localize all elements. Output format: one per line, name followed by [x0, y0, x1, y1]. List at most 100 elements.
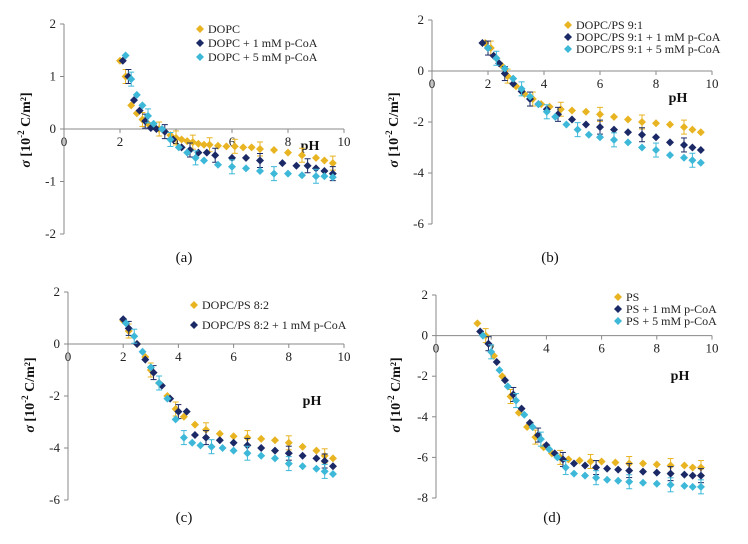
x-tick-label: 8 [286, 349, 293, 364]
data-point [284, 438, 293, 447]
data-point [652, 146, 660, 155]
y-axis-label: σ [10-2 C/m²] [384, 92, 402, 167]
x-tick-label: 4 [543, 341, 550, 356]
x-tick-label: 6 [597, 76, 604, 91]
data-point [138, 347, 147, 356]
data-point [666, 138, 674, 147]
y-axis-label-main: [10 [19, 138, 34, 160]
data-point [312, 172, 320, 181]
data-point [242, 164, 250, 173]
x-tick-label: 0 [65, 349, 72, 364]
data-point [639, 467, 647, 476]
legend-marker [196, 25, 204, 33]
y-axis-label-main: [10 [23, 403, 38, 425]
y-tick-label: 2 [54, 284, 61, 299]
y-axis-label-symbol: σ [23, 425, 38, 433]
data-point [138, 101, 147, 110]
data-point [696, 463, 705, 472]
data-point [542, 107, 551, 116]
data-point [292, 161, 301, 170]
data-point [584, 130, 593, 139]
data-point [257, 444, 266, 452]
data-point [688, 125, 697, 134]
data-point [696, 146, 705, 155]
data-point [271, 446, 279, 455]
legend-marker [614, 317, 622, 325]
panel-label: (c) [176, 510, 193, 526]
data-point [624, 138, 632, 147]
x-tick-label: 4 [175, 349, 182, 364]
data-point [194, 139, 203, 148]
data-point [638, 130, 646, 139]
data-point [652, 460, 661, 469]
legend-entry: DOPC/PS 9:1 [576, 18, 643, 32]
data-point [284, 148, 292, 157]
x-tick-label: 8 [653, 76, 660, 91]
data-point [256, 144, 264, 153]
x-tick-label: 10 [338, 349, 351, 364]
y-axis-label-main: [10 [387, 138, 402, 160]
data-point [478, 331, 487, 340]
data-point [271, 454, 279, 463]
data-point [526, 92, 534, 101]
x-axis-label: pH [671, 369, 690, 384]
data-point [680, 461, 689, 470]
data-point [155, 379, 164, 387]
series-3 [484, 44, 705, 168]
panel-label: (b) [541, 250, 559, 266]
x-tick-label: 0 [429, 76, 436, 91]
legend-entry: PS + 5 mM p-CoA [626, 314, 717, 328]
data-point [328, 454, 337, 463]
y-tick-label: -6 [413, 216, 424, 231]
data-point [688, 471, 697, 480]
data-point [492, 357, 501, 366]
data-point [320, 167, 329, 175]
data-point [243, 441, 252, 450]
y-tick-label: -2 [45, 226, 56, 241]
data-point [652, 468, 661, 477]
data-point [652, 133, 660, 142]
data-point [625, 466, 634, 475]
data-point [568, 115, 576, 124]
y-axis-label-sup: -2 [16, 130, 26, 138]
data-point [121, 51, 130, 60]
data-point [652, 119, 660, 128]
data-point [575, 456, 584, 465]
data-point [146, 363, 155, 372]
data-point [509, 390, 518, 399]
data-point [638, 143, 646, 152]
panel-label: (a) [176, 250, 193, 266]
data-point [284, 459, 293, 468]
legend-marker [614, 305, 622, 313]
data-point [484, 44, 492, 53]
y-axis-label: σ [10-2 C/m²] [16, 92, 34, 167]
data-point [680, 470, 689, 479]
data-point [211, 151, 220, 160]
data-point [188, 138, 197, 147]
data-point [553, 453, 562, 462]
data-point [328, 462, 337, 471]
data-point [603, 475, 612, 484]
y-axis-label-sup: -2 [384, 130, 394, 138]
data-point [174, 407, 183, 416]
data-point [149, 119, 158, 128]
data-point [581, 461, 590, 470]
data-point [182, 407, 191, 416]
data-point [680, 153, 688, 162]
data-point [624, 115, 632, 124]
data-point [127, 75, 136, 84]
data-point [218, 444, 227, 452]
data-point [200, 156, 208, 165]
data-point [592, 473, 601, 482]
y-tick-label: -2 [417, 368, 428, 383]
data-point [229, 432, 238, 441]
x-tick-label: 6 [230, 349, 237, 364]
data-point [478, 38, 487, 47]
y-tick-label: -2 [413, 114, 424, 129]
data-point [135, 106, 144, 115]
x-tick-label: 6 [598, 341, 605, 356]
data-point [592, 463, 601, 472]
data-point [118, 56, 127, 65]
data-point [501, 376, 509, 385]
